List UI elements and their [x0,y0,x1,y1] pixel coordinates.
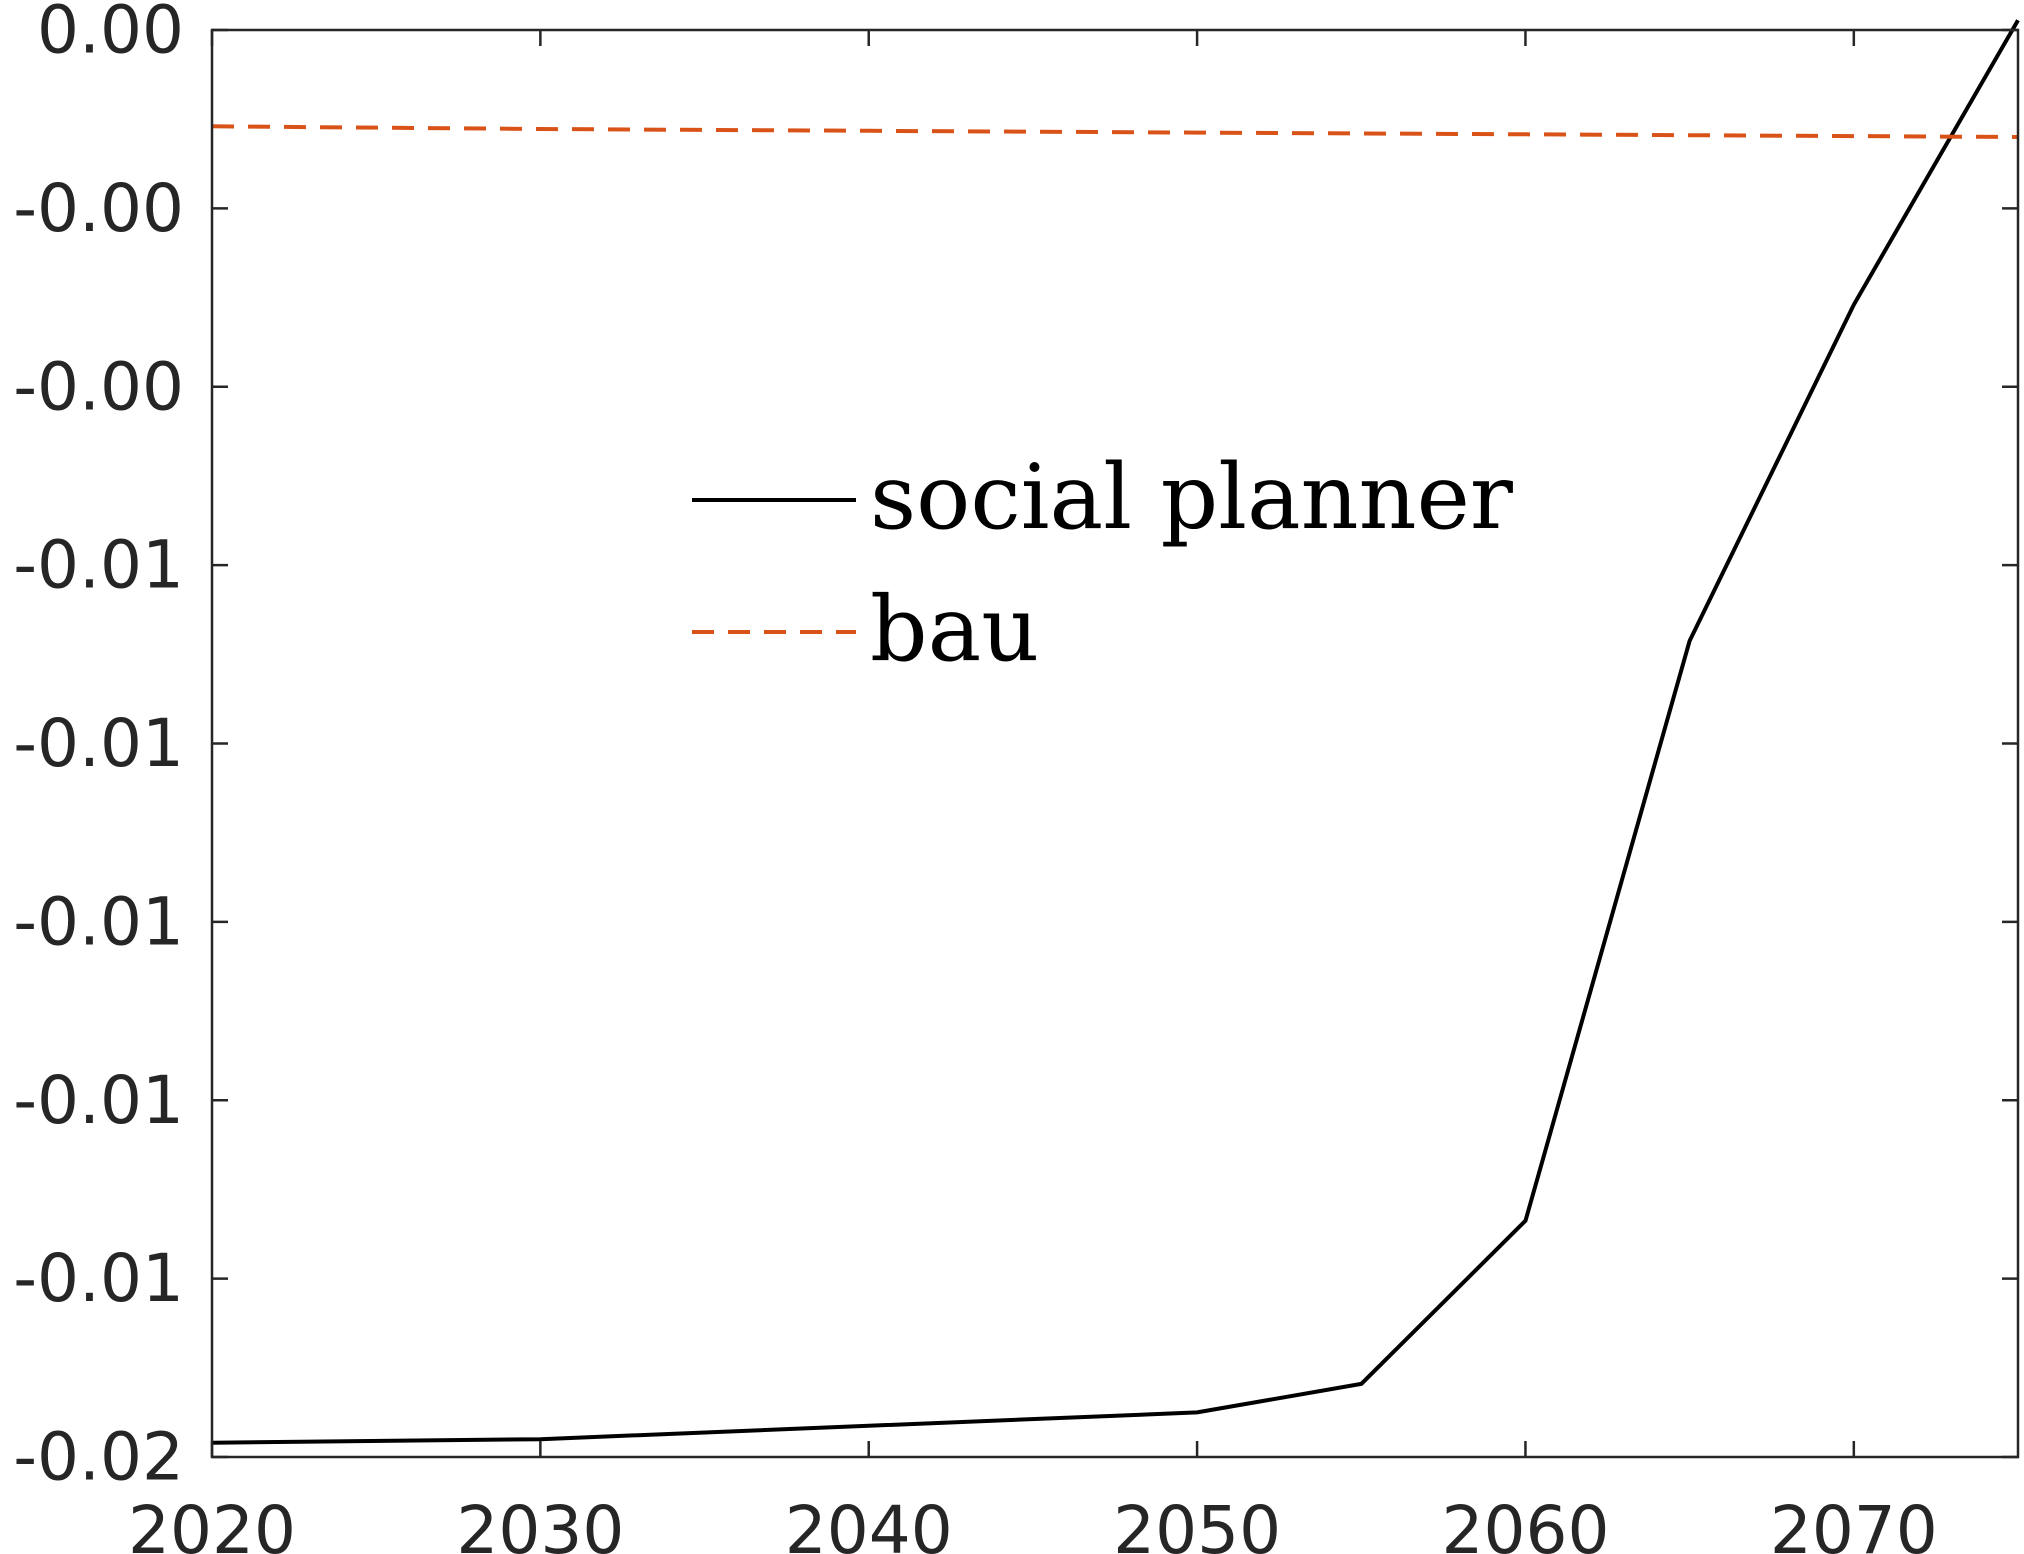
legend-label-0: social planner [870,445,1514,550]
series-line-1 [211,124,2019,139]
series-line-0 [211,19,2020,1445]
y-tick-label: -0.01 [13,527,184,604]
legend-label-1: bau [870,577,1039,682]
y-tick-label: 0.00 [37,0,184,69]
x-tick-label: 2030 [456,1492,624,1554]
series-layer [211,19,2020,1445]
y-tick-label: -0.01 [13,1240,184,1317]
legend: social planner bau [692,445,1514,682]
y-tick-label: -0.01 [13,1062,184,1139]
plot-area [212,30,2018,1457]
x-tick-label: 2070 [1770,1492,1938,1554]
y-tick-label: -0.00 [13,348,184,425]
y-tick-label: -0.01 [13,883,184,960]
x-tick-label: 2060 [1441,1492,1609,1554]
y-tick-label: -0.01 [13,705,184,782]
x-tick-label: 2020 [128,1492,296,1554]
y-tick-label: -0.00 [13,170,184,247]
y-tick-label: -0.02 [13,1419,184,1496]
tick-labels: 2020 2030 2040 2050 2060 2070 0.00 -0.00 -0.00 -0… [13,0,1938,1554]
x-tick-label: 2040 [785,1492,953,1554]
tick-marks [210,28,2018,1459]
x-tick-label: 2050 [1113,1492,1281,1554]
